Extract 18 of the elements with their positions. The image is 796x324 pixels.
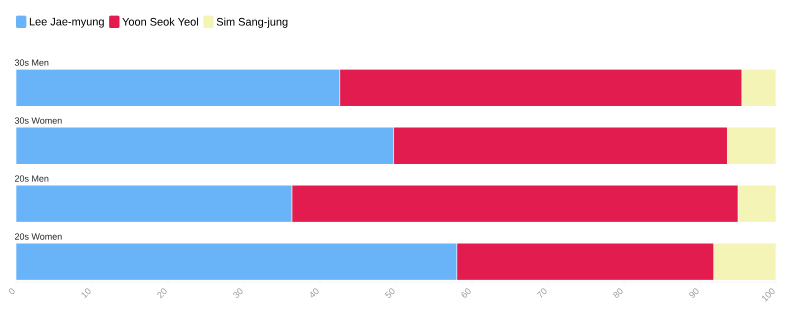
y-tick-label: 30s Women [14,117,62,124]
x-tick-label: 70 [536,288,547,298]
x-tick-label: 50 [384,288,395,298]
x-tick-label: 20 [157,288,167,298]
x-tick-label: 0 [8,288,15,294]
legend-label: Sim Sang-jung [216,18,288,28]
x-tick-label: 40 [310,288,319,298]
legend-label: Yoon Seok Yeol [122,18,198,26]
x-tick-label: 10 [82,288,91,298]
y-tick-label: 20s Men [14,175,48,182]
x-tick-label: 80 [613,288,623,298]
x-tick-label: 30 [233,288,243,298]
x-tick-label: 100 [762,288,775,302]
x-tick-label: 60 [462,288,471,298]
y-tick-label: 20s Women [14,233,62,240]
legend-label: Lee Jae-myung [30,18,104,28]
x-tick-label: 90 [689,288,699,298]
y-tick-label: 30s Men [14,59,48,66]
